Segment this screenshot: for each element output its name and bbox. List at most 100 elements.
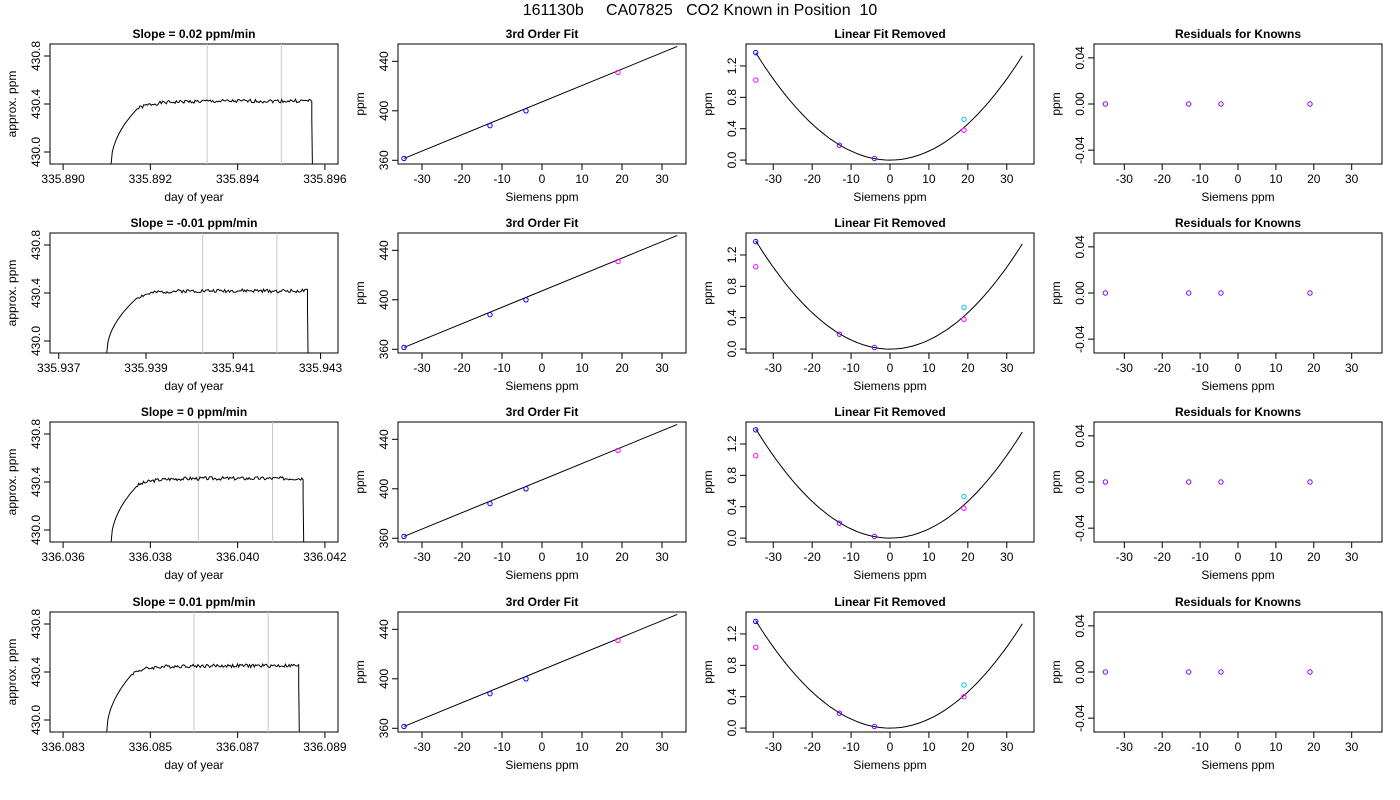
plot-frame: [397, 421, 687, 543]
x-tick-label: -20: [1154, 740, 1172, 754]
panel-1-1: Slope = 0.02 ppm/min 335.890 335.892 335.89…: [5, 27, 347, 204]
data-point: [615, 637, 621, 644]
y-tick-label: 400: [377, 668, 391, 688]
x-tick-label: -10: [493, 172, 511, 186]
panel-3-2: 3rd Order Fit -30 -20 -10 0 10 20 30 360 400 440 Si…: [353, 405, 687, 582]
x-axis-label: Siemens ppm: [1201, 190, 1274, 204]
x-tick-label: 0: [887, 361, 894, 375]
x-tick-label: -10: [493, 740, 511, 754]
x-axis-label: Siemens ppm: [853, 568, 926, 582]
y-axis-label: approx. ppm: [5, 639, 19, 706]
y-tick-label: -0.04: [1073, 136, 1087, 164]
y-tick-label: 0.00: [1073, 281, 1087, 305]
x-tick-label: 30: [1345, 361, 1359, 375]
data-point: [615, 258, 621, 265]
y-tick-label: 0.0: [725, 340, 739, 357]
data-point: [753, 644, 759, 650]
plot-frame: [397, 232, 687, 354]
fit-line: [403, 424, 678, 537]
x-tick-label: 335.894: [216, 172, 260, 186]
x-tick-label: 20: [961, 550, 975, 564]
y-tick-label: 0.04: [1073, 235, 1087, 259]
y-axis-label: ppm: [701, 660, 715, 683]
panel-title: 3rd Order Fit: [506, 216, 579, 230]
x-tick-label: 335.941: [212, 361, 256, 375]
x-axis-label: Siemens ppm: [1201, 568, 1274, 582]
x-tick-label: 10: [1269, 172, 1283, 186]
x-tick-label: 0: [1235, 550, 1242, 564]
y-tick-label: 0.00: [1073, 92, 1087, 116]
plot-frame: [397, 43, 687, 165]
quadratic-curve: [755, 428, 1023, 539]
plot-area: [1102, 479, 1313, 485]
x-tick-label: 20: [1307, 172, 1321, 186]
data-point: [487, 122, 493, 129]
y-tick-label: 400: [377, 478, 391, 498]
x-tick-label: -10: [1191, 740, 1209, 754]
plot-area: [753, 427, 1023, 540]
plot-area: [753, 49, 1023, 162]
x-tick-label: 10: [922, 172, 936, 186]
panel-3-4: Residuals for Knowns -30 -20 -10 0 10 20 30 -0.0…: [1049, 405, 1383, 582]
x-axis-label: Siemens ppm: [505, 379, 578, 393]
x-tick-label: 30: [655, 172, 669, 186]
x-tick-label: 20: [615, 172, 629, 186]
y-tick-label: 1.2: [725, 435, 739, 452]
panel-title: Residuals for Knowns: [1175, 405, 1301, 419]
data-point: [753, 618, 759, 625]
panel-2-4: Residuals for Knowns -30 -20 -10 0 10 20 30 -0.0…: [1049, 216, 1383, 393]
data-point: [753, 453, 759, 459]
plot-area: [401, 614, 678, 730]
data-point: [401, 723, 407, 730]
y-tick-label: 430.4: [29, 467, 43, 497]
plot-frame: [1093, 421, 1383, 543]
data-point: [836, 331, 843, 337]
x-axis-label: Siemens ppm: [853, 190, 926, 204]
x-tick-label: 20: [1307, 361, 1321, 375]
x-tick-label: 20: [1307, 740, 1321, 754]
y-tick-label: -0.04: [1073, 514, 1087, 542]
data-point: [1186, 479, 1192, 485]
plot-frame: [745, 232, 1035, 354]
x-tick-label: 335.890: [41, 172, 85, 186]
data-point: [871, 723, 878, 730]
x-tick-label: -10: [842, 361, 860, 375]
y-axis-label: ppm: [1049, 281, 1063, 304]
x-tick-label: -30: [413, 361, 431, 375]
y-tick-label: 0.04: [1073, 46, 1087, 70]
y-tick-label: 430.8: [29, 609, 43, 639]
y-axis-label: ppm: [1049, 92, 1063, 115]
x-tick-label: -30: [1116, 361, 1134, 375]
x-tick-label: 30: [1345, 550, 1359, 564]
data-point: [1218, 669, 1224, 675]
panel-title: Linear Fit Removed: [834, 216, 945, 230]
panel-title: Residuals for Knowns: [1175, 216, 1301, 230]
data-point: [1186, 669, 1192, 675]
data-point: [961, 316, 967, 322]
x-tick-label: 335.896: [303, 172, 347, 186]
data-point: [523, 297, 529, 303]
plot-area: [106, 612, 300, 732]
x-tick-label: 0: [539, 740, 546, 754]
x-tick-label: -30: [413, 740, 431, 754]
y-axis-label: ppm: [701, 281, 715, 304]
data-point: [1218, 290, 1224, 296]
x-axis-label: Siemens ppm: [853, 379, 926, 393]
y-tick-label: 440: [377, 240, 391, 260]
data-point: [961, 694, 967, 700]
panel-title: Slope = 0.01 ppm/min: [132, 595, 255, 609]
y-tick-label: 0.04: [1073, 614, 1087, 638]
data-point: [401, 533, 407, 540]
y-tick-label: 0.00: [1073, 660, 1087, 684]
x-tick-label: 20: [961, 740, 975, 754]
concentration-trace: [106, 287, 309, 353]
panel-1-3: Linear Fit Removed -30 -20 -10 0 10 20 30 0.0 0.4…: [701, 27, 1035, 204]
data-point: [836, 142, 843, 148]
y-tick-label: 0.4: [725, 688, 739, 705]
x-tick-label: -20: [1154, 172, 1172, 186]
plot-area: [753, 618, 1023, 730]
data-point: [1186, 101, 1192, 107]
panel-2-2: 3rd Order Fit -30 -20 -10 0 10 20 30 360 400 440 Si…: [353, 216, 687, 393]
x-tick-label: 0: [539, 550, 546, 564]
